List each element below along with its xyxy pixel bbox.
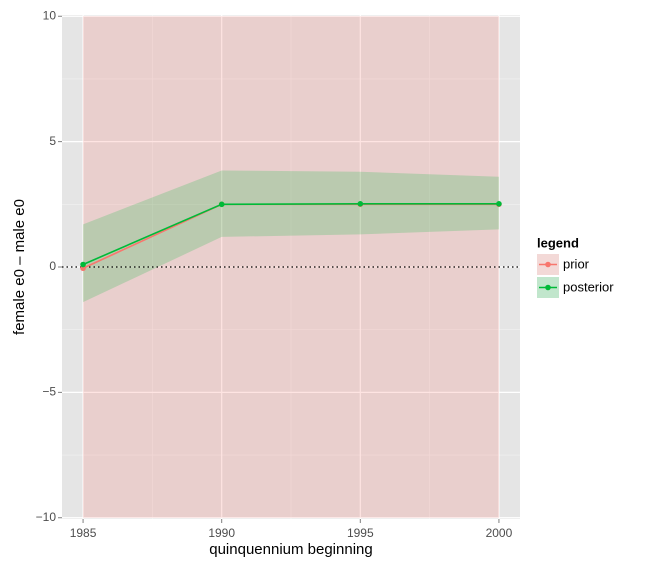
y-tick-label: 5 bbox=[49, 134, 56, 148]
legend-label: prior bbox=[563, 256, 590, 271]
point bbox=[496, 201, 502, 207]
legend-key-point bbox=[545, 261, 551, 268]
line bbox=[82, 203, 499, 266]
point bbox=[80, 261, 86, 268]
y-axis-title: female e0 – male e0 bbox=[11, 199, 28, 335]
y-tick-label: −10 bbox=[36, 510, 57, 524]
band bbox=[83, 16, 499, 518]
x-tick-label: 1990 bbox=[208, 526, 235, 540]
legend-label: posterior bbox=[563, 279, 614, 294]
y-tick-label: 10 bbox=[43, 8, 57, 22]
y-tick-label: −5 bbox=[42, 385, 56, 399]
point bbox=[357, 201, 364, 207]
legend-key-point bbox=[545, 284, 551, 291]
point bbox=[218, 201, 225, 208]
x-axis-title: quinquennium beginning bbox=[209, 541, 372, 558]
y-tick-label: 0 bbox=[49, 259, 56, 273]
legend-title: legend bbox=[537, 235, 579, 250]
x-tick-label: 1995 bbox=[347, 526, 374, 540]
x-tick-label: 2000 bbox=[486, 526, 513, 540]
x-tick-label: 1985 bbox=[70, 526, 97, 540]
